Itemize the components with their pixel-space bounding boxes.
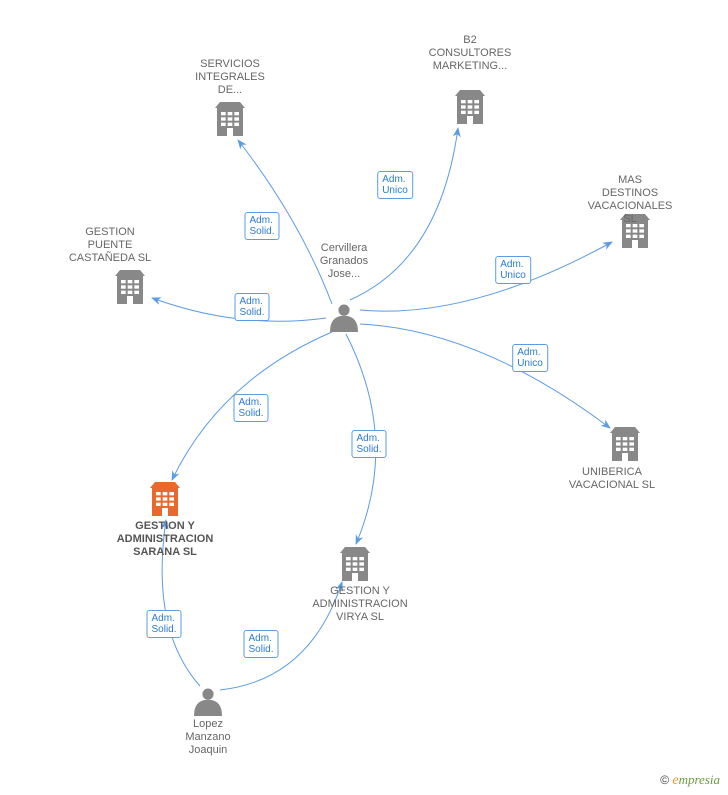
- edge-label: Adm. Unico: [495, 256, 531, 284]
- node-label: MAS DESTINOS VACACIONALES SL: [581, 174, 679, 226]
- edge-label: Adm. Unico: [512, 344, 548, 372]
- node-label: Lopez Manzano Joaquin: [185, 718, 230, 757]
- edge-line: [360, 324, 610, 428]
- node-label: SERVICIOS INTEGRALES DE...: [195, 58, 265, 97]
- node-label: Cervillera Granados Jose...: [320, 242, 368, 281]
- node-label: UNIBERICA VACACIONAL SL: [569, 466, 655, 492]
- edge-label: Adm. Solid.: [146, 610, 181, 638]
- building-icon: [340, 547, 370, 581]
- node-label: GESTION Y ADMINISTRACION SARANA SL: [117, 520, 214, 559]
- building-icon: [610, 427, 640, 461]
- edge-label: Adm. Solid.: [244, 212, 279, 240]
- copyright: © empresia: [660, 772, 720, 789]
- edge-label: Adm. Solid.: [351, 430, 386, 458]
- edge-label: Adm. Solid.: [234, 293, 269, 321]
- edge-label: Adm. Unico: [377, 171, 413, 199]
- node-label: GESTION Y ADMINISTRACION VIRYA SL: [312, 585, 407, 624]
- person-icon: [330, 305, 358, 332]
- edge-label: Adm. Solid.: [233, 394, 268, 422]
- building-icon: [455, 90, 485, 124]
- node-label: GESTION PUENTE CASTAÑEDA SL: [69, 226, 151, 265]
- diagram-canvas: [0, 0, 728, 795]
- copyright-symbol: ©: [660, 773, 669, 787]
- building-icon: [115, 270, 145, 304]
- brand-logo-rest: mpresia: [679, 772, 720, 787]
- edge-label: Adm. Solid.: [243, 630, 278, 658]
- person-icon: [194, 689, 222, 716]
- building-icon: [150, 482, 180, 516]
- building-icon: [215, 102, 245, 136]
- edge-line: [360, 242, 612, 311]
- node-label: B2 CONSULTORES MARKETING...: [429, 34, 512, 73]
